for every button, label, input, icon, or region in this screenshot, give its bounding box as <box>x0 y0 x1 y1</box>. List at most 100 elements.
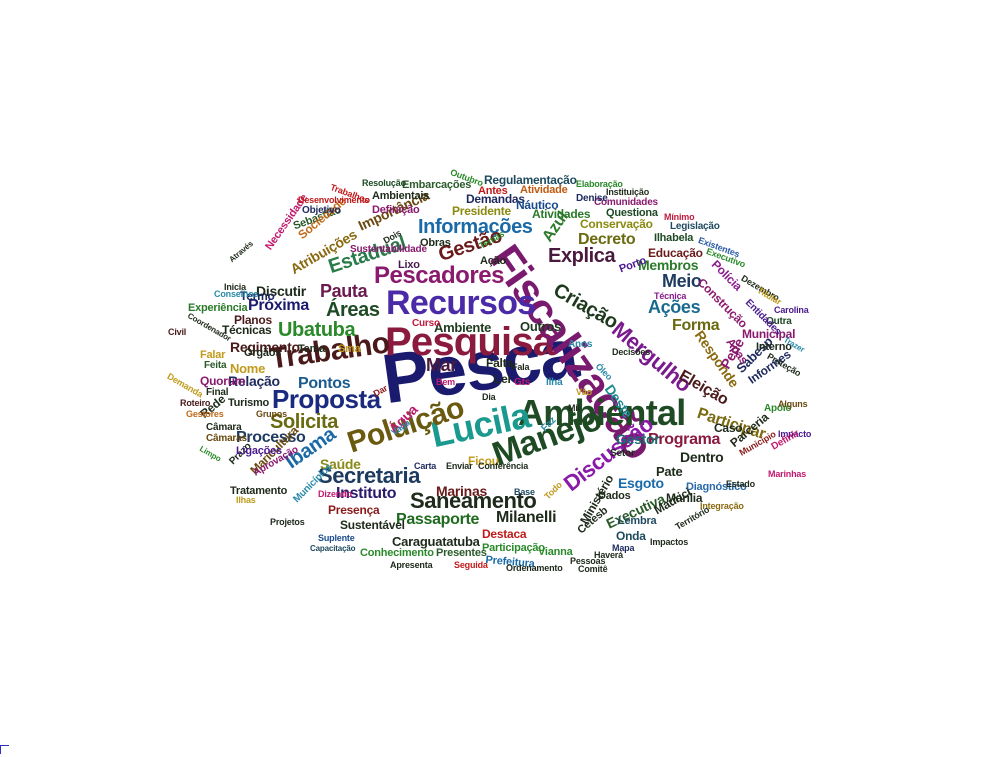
cloud-word: Lixo <box>398 259 420 271</box>
cloud-word: Nome <box>230 361 266 376</box>
cloud-word: Tema <box>298 343 326 355</box>
cloud-word: Membros <box>638 257 699 273</box>
cloud-word: Pessoas <box>570 556 606 566</box>
cloud-word: Resolução <box>362 178 406 188</box>
cloud-word: Onda <box>616 529 646 543</box>
cloud-word: Ilhabela <box>654 232 694 244</box>
cloud-word: Gestor <box>616 431 660 447</box>
cloud-word: Educação <box>648 246 703 260</box>
cloud-word: Ambientais <box>372 190 430 202</box>
cloud-word: Outros <box>520 319 562 334</box>
cloud-word: Conferência <box>478 461 529 471</box>
cloud-word: Lei <box>494 372 511 386</box>
cloud-word: Presentes <box>436 547 487 559</box>
cloud-word: Conhecimento <box>360 547 434 559</box>
cloud-word: Outra <box>766 316 792 327</box>
cloud-word: Quorum <box>200 374 246 388</box>
cloud-word: Marinhas <box>768 469 807 479</box>
cloud-word: Questiona <box>606 207 658 219</box>
cloud-word: Atividades <box>532 207 591 221</box>
cloud-word: Ambiental <box>518 392 686 433</box>
cloud-word: Capacitação <box>310 544 356 553</box>
cloud-word: Presença <box>328 503 380 517</box>
cloud-word: Caraguatatuba <box>392 534 480 549</box>
cloud-word: Destaca <box>482 527 527 541</box>
cloud-word: Comitê <box>578 564 608 574</box>
cloud-word: Vianna <box>538 546 573 558</box>
cloud-word: Projetos <box>270 517 305 527</box>
cloud-word: Suplente <box>318 533 355 543</box>
cloud-word: Ubatuba <box>278 319 356 341</box>
cloud-word: Decisões <box>612 347 651 357</box>
cloud-word: Instituto <box>336 485 397 502</box>
cloud-word: Base <box>514 487 535 497</box>
cloud-word: Sma <box>338 343 361 355</box>
cloud-word: Saúde <box>320 456 361 472</box>
cloud-word: Legislação <box>670 221 720 232</box>
cloud-word: Bem <box>436 377 455 387</box>
cloud-word: Pontos <box>298 375 351 392</box>
cloud-word: Regulamentação <box>484 173 577 187</box>
cloud-word: Proposta <box>272 384 381 414</box>
cloud-word: Pesquisa <box>385 320 555 364</box>
cloud-word: Setor <box>610 448 635 459</box>
cloud-word: Náutico <box>516 198 559 212</box>
cloud-word: Processo <box>236 429 306 446</box>
cloud-word: Municipal <box>742 327 796 341</box>
cloud-word: Falta <box>486 356 513 370</box>
cloud-word: Atividade <box>520 184 568 196</box>
cloud-word: Próxima <box>248 297 309 314</box>
cloud-word: Gts <box>514 377 531 388</box>
cloud-word: Interno <box>756 341 792 353</box>
cloud-word: Planos <box>234 313 272 327</box>
cloud-word: Ligações <box>236 445 282 457</box>
cloud-word: Órgãos <box>244 347 282 359</box>
cloud-word: Estado <box>726 479 755 489</box>
cloud-word: Feita <box>204 360 227 371</box>
cloud-word: Demandas <box>466 192 525 206</box>
cloud-word: Secretaria <box>318 463 421 488</box>
cloud-word: Informações <box>418 216 533 238</box>
cloud-word: Milanelli <box>496 509 557 526</box>
cloud-word: Titular <box>755 285 784 307</box>
cloud-word: Ações <box>648 297 701 317</box>
cloud-word: Todo <box>542 479 564 502</box>
cloud-word: Gestores <box>186 409 224 419</box>
cloud-word: Haverá <box>594 550 623 560</box>
cloud-word: Objetivo <box>302 205 341 216</box>
cloud-word: Técnica <box>654 291 687 301</box>
cloud-word: Caso <box>714 421 743 435</box>
cloud-word: Fala <box>512 362 530 372</box>
cloud-word: Apoio <box>764 403 792 414</box>
cloud-word: Decreto <box>578 231 636 248</box>
cloud-word: Marília <box>666 491 703 505</box>
cloud-word: Dados <box>598 490 631 502</box>
cloud-word: Conservação <box>580 217 653 231</box>
cloud-word: Ilha <box>546 377 563 388</box>
cloud-word: Mil <box>568 403 580 413</box>
cloud-word: Conselhos <box>214 289 259 299</box>
cloud-word: Áreas <box>326 299 380 321</box>
cloud-word: Obras <box>420 237 451 249</box>
cloud-word: Pescadores <box>374 262 504 289</box>
cloud-word: Elaboração <box>576 179 623 189</box>
cloud-word: Instituição <box>606 187 650 197</box>
cloud-word: Falar <box>200 349 226 361</box>
cloud-word: Marinas <box>436 483 487 499</box>
cloud-word: Presidente <box>452 204 511 218</box>
cloud-word: Pate <box>656 464 683 479</box>
cloud-word: Diagnóstico <box>686 481 747 493</box>
cloud-word: Final <box>206 387 229 398</box>
cloud-word: Sustentável <box>340 518 405 532</box>
cloud-word: Regimento <box>230 339 300 355</box>
cloud-word: Impacto <box>778 429 812 439</box>
cloud-word: Recursos <box>386 284 536 322</box>
cloud-word: Antes <box>478 185 508 197</box>
cloud-word: Experiência <box>188 302 248 314</box>
cloud-word: Turismo <box>228 397 270 409</box>
cloud-word: Definição <box>372 204 420 216</box>
cloud-word: Civil <box>168 327 187 337</box>
cloud-word: Ilhas <box>236 495 256 505</box>
cloud-word: Mínimo <box>664 212 695 222</box>
